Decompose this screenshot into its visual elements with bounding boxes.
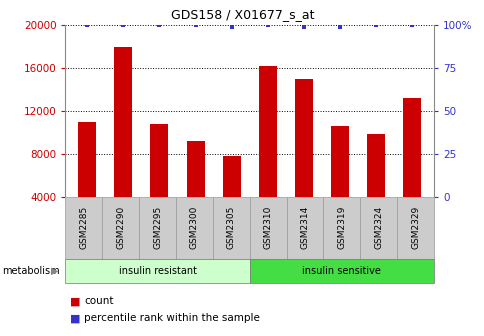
Bar: [222, 156, 240, 197]
Bar: [186, 141, 204, 197]
Text: percentile rank within the sample: percentile rank within the sample: [84, 313, 259, 323]
Bar: [403, 98, 421, 197]
Text: GSM2319: GSM2319: [337, 206, 346, 249]
Text: GSM2295: GSM2295: [153, 206, 162, 249]
Text: GDS158 / X01677_s_at: GDS158 / X01677_s_at: [170, 8, 314, 22]
Text: GSM2290: GSM2290: [116, 206, 125, 249]
Text: ▶: ▶: [50, 266, 58, 276]
Text: metabolism: metabolism: [2, 266, 60, 276]
Bar: [258, 66, 276, 197]
Text: insulin resistant: insulin resistant: [119, 266, 196, 276]
Text: ■: ■: [70, 313, 81, 323]
Bar: [150, 124, 168, 197]
Bar: [331, 126, 348, 197]
Text: GSM2329: GSM2329: [410, 206, 419, 249]
Text: GSM2285: GSM2285: [79, 206, 88, 249]
Text: ■: ■: [70, 296, 81, 306]
Text: GSM2305: GSM2305: [227, 206, 235, 249]
Bar: [114, 47, 132, 197]
Bar: [78, 122, 96, 197]
Text: GSM2324: GSM2324: [374, 206, 382, 249]
Text: insulin sensitive: insulin sensitive: [302, 266, 380, 276]
Text: GSM2300: GSM2300: [190, 206, 198, 249]
Bar: [294, 79, 312, 197]
Text: GSM2314: GSM2314: [300, 206, 309, 249]
Text: count: count: [84, 296, 113, 306]
Bar: [366, 134, 384, 197]
Text: GSM2310: GSM2310: [263, 206, 272, 249]
